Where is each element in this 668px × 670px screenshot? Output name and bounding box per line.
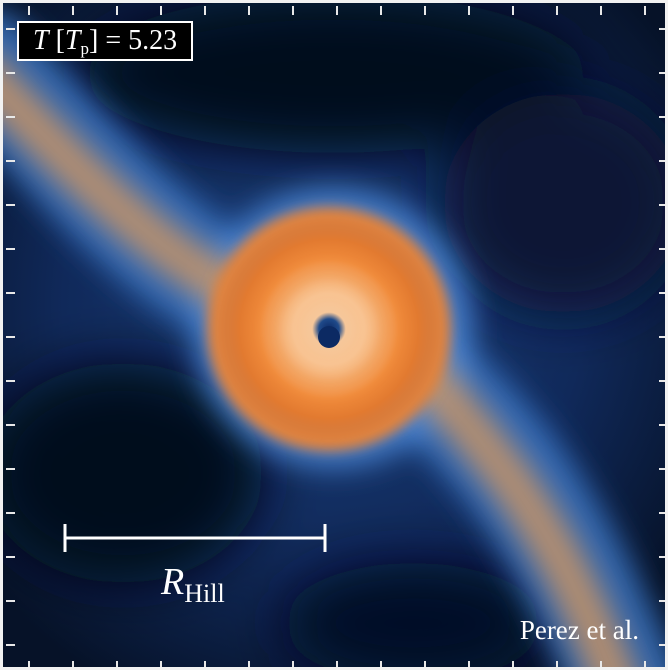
time-label: T [Tp] = 5.23: [17, 21, 194, 61]
circumplanetary-disk: [207, 207, 451, 451]
author-credit: Perez et al.: [519, 615, 639, 645]
density-map: [3, 3, 665, 667]
planet-core: [318, 326, 340, 348]
low-density-regions: [3, 3, 665, 667]
hill-radius-scale-bar: [63, 524, 327, 552]
hill-radius-label: RHill: [161, 561, 225, 608]
